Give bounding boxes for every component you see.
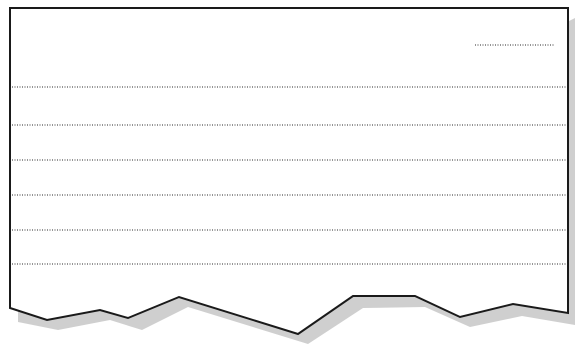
paper-sheet bbox=[9, 7, 569, 336]
